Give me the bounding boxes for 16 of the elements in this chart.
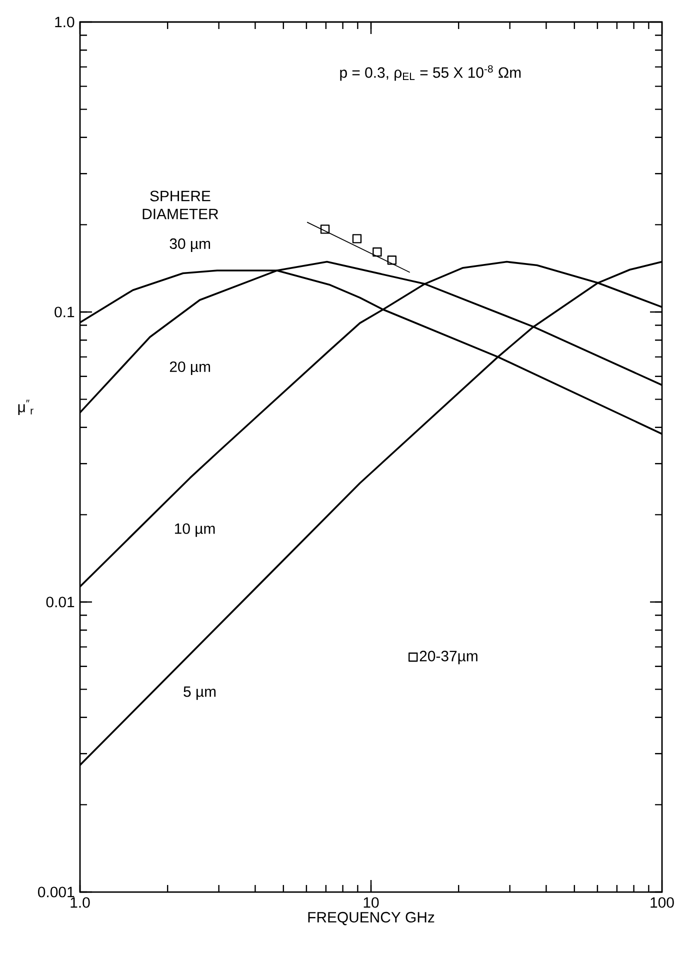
annotation: p = 0.3, ρ$_{EL}$ = 55 X 10$^{-8}$ Ωm <box>340 65 521 81</box>
x-tick-label: 1.0 <box>70 897 90 908</box>
x-tick-label: 100 <box>650 897 674 908</box>
y-tick-label: 0.1 <box>54 306 74 318</box>
x-tick-label: 10 <box>364 897 379 908</box>
x-axis-title: FREQUENCY GHz <box>308 912 434 926</box>
y-tick-label: 1.0 <box>55 16 74 28</box>
y-tick-label: 0.01 <box>46 596 74 608</box>
y-tick-label: 0.001 <box>38 886 74 898</box>
annotation: SPHERE DIAMETER <box>142 190 218 220</box>
series-label: 10 µm <box>175 523 215 537</box>
text: 20 µm <box>170 361 210 375</box>
y-axis-title: μ$^{″}$r <box>18 400 34 416</box>
series-label: 30 µm <box>170 238 210 252</box>
legend-label: 20-37µm <box>420 650 478 664</box>
series-label: 5 µm <box>184 686 216 700</box>
